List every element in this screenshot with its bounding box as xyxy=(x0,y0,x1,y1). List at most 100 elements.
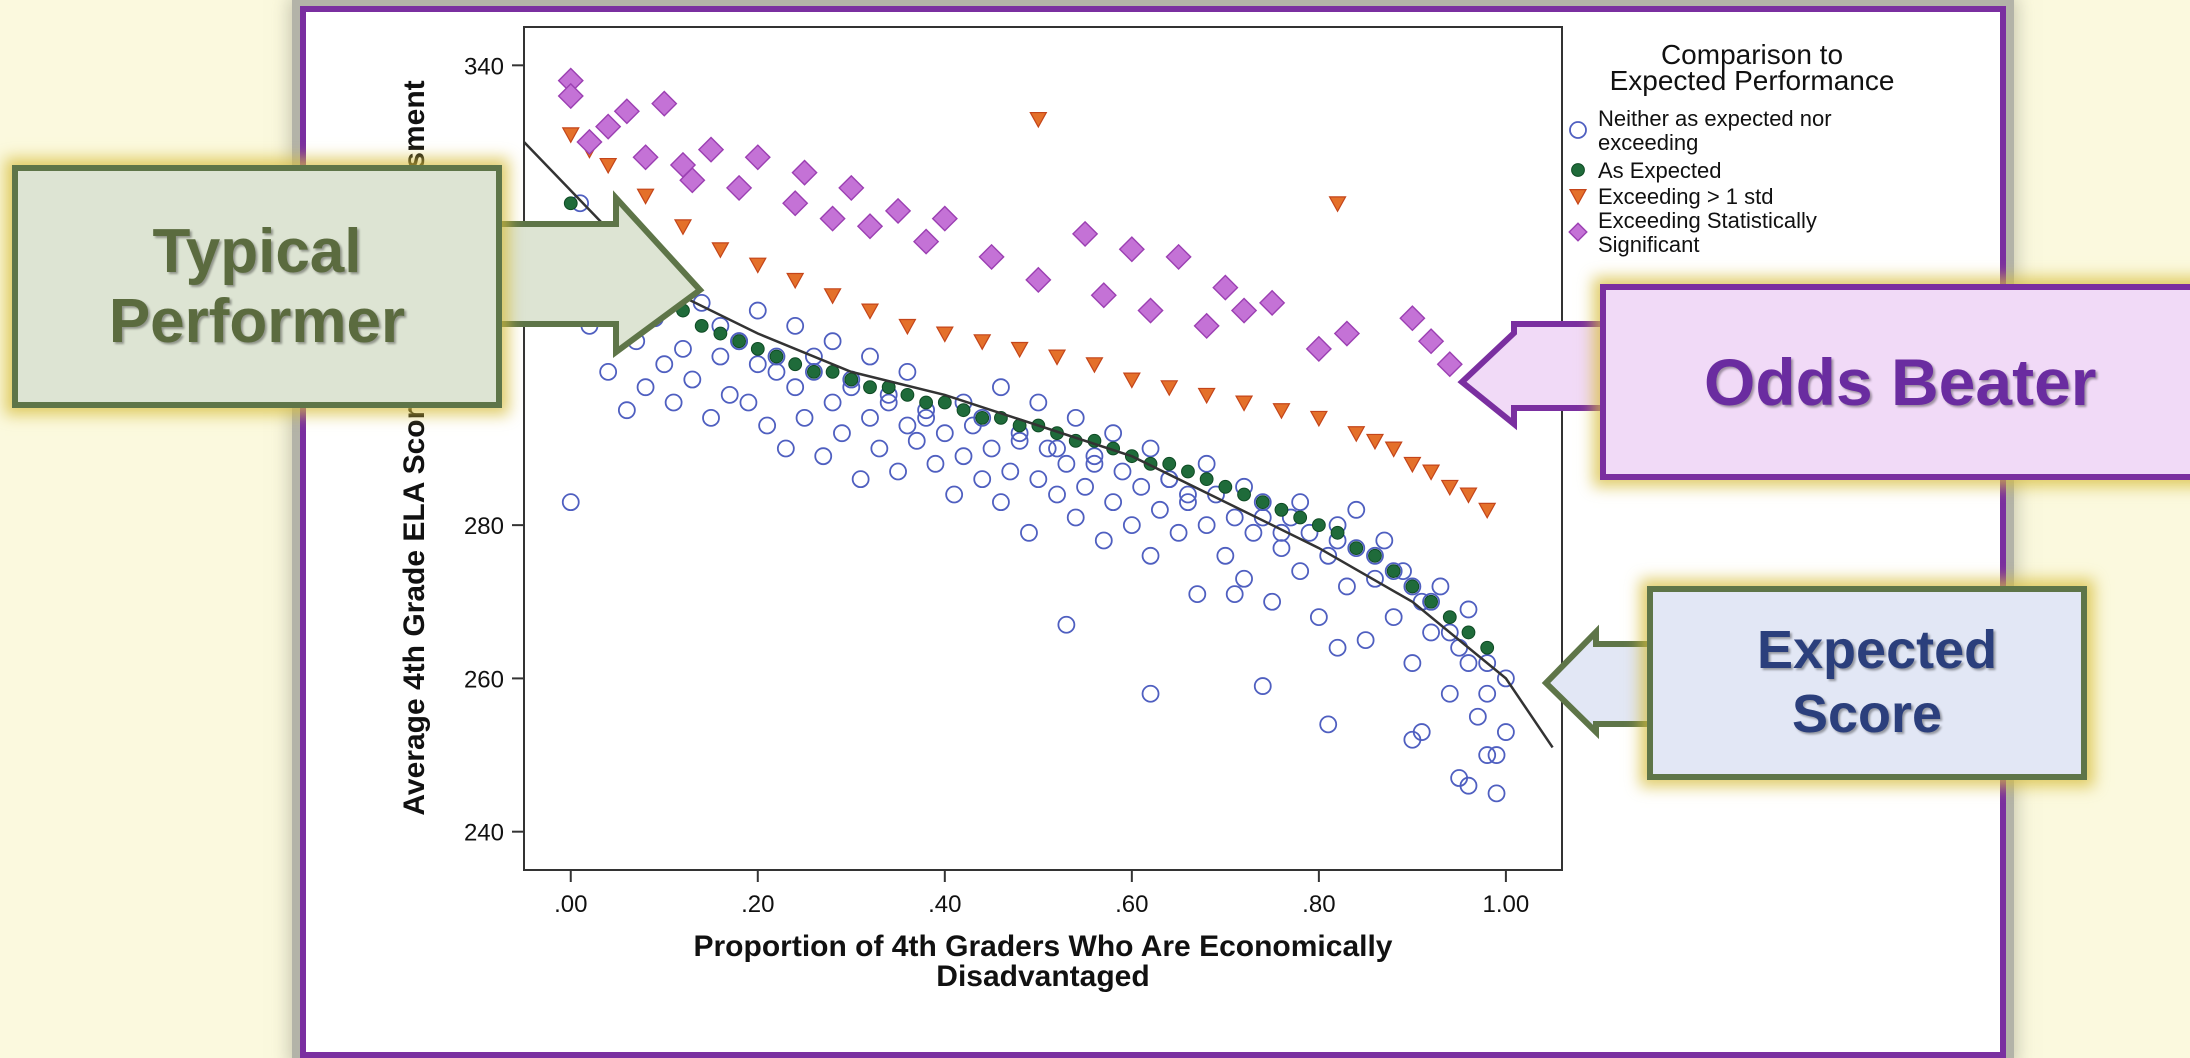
data-point xyxy=(711,242,730,259)
data-point xyxy=(1386,564,1401,579)
data-point xyxy=(1235,569,1253,588)
data-point xyxy=(563,196,578,211)
data-point xyxy=(823,393,842,412)
data-point xyxy=(1311,518,1326,533)
data-point xyxy=(1436,351,1463,378)
data-point xyxy=(1104,493,1123,512)
data-point xyxy=(956,403,971,418)
data-point xyxy=(945,485,964,504)
data-point xyxy=(1328,196,1347,213)
data-point xyxy=(782,190,809,217)
data-point xyxy=(1272,403,1291,420)
data-point xyxy=(973,408,992,427)
data-point xyxy=(973,334,992,351)
data-point xyxy=(898,318,917,336)
data-point xyxy=(1274,502,1289,517)
data-point xyxy=(576,128,603,156)
data-point xyxy=(1349,541,1364,556)
data-point xyxy=(1291,562,1310,581)
typical-performer-callout: Typical Performer xyxy=(12,165,502,408)
x-tick-label: .80 xyxy=(1302,891,1335,918)
data-point xyxy=(748,257,767,274)
data-point xyxy=(931,205,958,232)
data-point xyxy=(694,318,709,333)
data-point xyxy=(1179,485,1197,504)
y-tick-label: 340 xyxy=(464,53,504,80)
data-point xyxy=(1338,577,1356,596)
data-point xyxy=(1333,320,1361,347)
data-point xyxy=(748,301,767,320)
data-point xyxy=(1199,472,1214,487)
data-point xyxy=(725,174,753,202)
data-point xyxy=(1459,600,1478,619)
data-point xyxy=(1440,623,1459,642)
data-point xyxy=(673,219,692,236)
data-point xyxy=(851,470,870,489)
data-point xyxy=(819,205,846,232)
data-point xyxy=(1293,510,1308,525)
data-point xyxy=(1255,495,1270,510)
data-point xyxy=(1459,487,1478,504)
data-point xyxy=(1309,410,1328,428)
data-point xyxy=(636,188,655,205)
expected-score-label: Expected Score xyxy=(1757,620,1998,744)
data-point xyxy=(833,424,851,443)
data-point xyxy=(1137,297,1164,324)
data-point xyxy=(1197,516,1216,535)
data-point xyxy=(860,303,880,320)
data-point xyxy=(1150,500,1169,519)
data-point xyxy=(786,316,805,335)
data-point xyxy=(636,378,655,397)
data-point xyxy=(1025,266,1052,293)
data-point xyxy=(557,82,584,110)
data-point xyxy=(1029,470,1048,489)
data-point xyxy=(732,334,746,349)
data-point xyxy=(1225,508,1244,527)
data-point xyxy=(1066,408,1085,427)
data-point xyxy=(1085,454,1104,473)
legend-marker xyxy=(1571,163,1585,177)
data-point xyxy=(1487,746,1506,764)
data-point xyxy=(776,439,795,458)
x-axis-label-line2: Disadvantaged xyxy=(936,960,1149,993)
data-point xyxy=(1113,462,1132,481)
data-point xyxy=(1431,577,1450,596)
data-point xyxy=(1162,456,1177,471)
data-point xyxy=(1399,305,1426,332)
data-point xyxy=(1384,608,1403,626)
data-point xyxy=(1165,243,1192,270)
data-point xyxy=(1319,715,1338,734)
data-point xyxy=(702,408,720,427)
odds-beater-label: Odds Beater xyxy=(1704,345,2097,419)
data-point xyxy=(823,332,842,351)
data-point xyxy=(697,136,725,163)
data-point xyxy=(655,355,674,374)
data-point xyxy=(632,144,659,171)
data-point xyxy=(806,364,821,379)
data-point xyxy=(1193,312,1220,339)
data-point xyxy=(1001,462,1020,481)
data-point xyxy=(1160,380,1179,397)
data-point xyxy=(1048,439,1066,458)
data-point xyxy=(1179,493,1197,512)
data-point xyxy=(1459,776,1478,795)
data-point xyxy=(926,454,945,473)
data-point xyxy=(907,431,926,450)
legend-label: As Expected xyxy=(1598,158,1722,183)
data-point xyxy=(1216,546,1235,565)
data-point xyxy=(804,362,823,381)
expected-score-callout: Expected Score xyxy=(1647,586,2087,780)
data-point xyxy=(1347,539,1366,558)
data-point xyxy=(595,113,622,140)
data-point xyxy=(838,174,865,202)
legend-marker xyxy=(1568,222,1588,242)
data-point xyxy=(856,213,884,240)
data-point xyxy=(713,326,728,341)
data-point xyxy=(1422,592,1440,611)
data-point xyxy=(1496,723,1515,741)
data-point xyxy=(1122,372,1141,389)
data-point xyxy=(561,127,580,144)
data-point xyxy=(861,408,879,427)
data-point xyxy=(599,362,618,381)
data-point xyxy=(711,347,730,366)
